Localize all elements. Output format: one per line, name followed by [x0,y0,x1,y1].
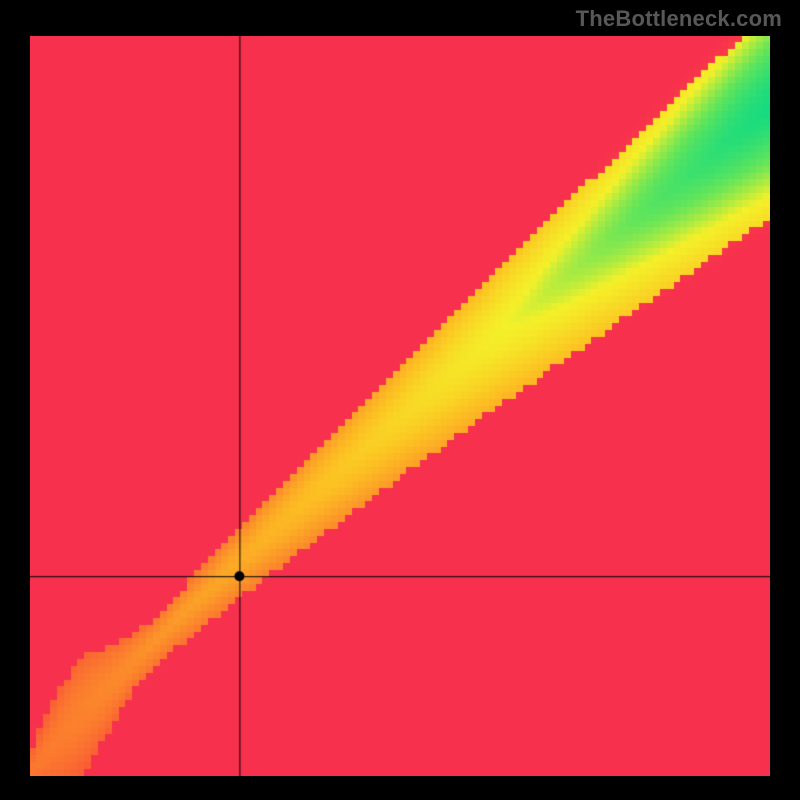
watermark-text: TheBottleneck.com [576,6,782,32]
chart-container: TheBottleneck.com [0,0,800,800]
heatmap-plot [30,36,770,776]
